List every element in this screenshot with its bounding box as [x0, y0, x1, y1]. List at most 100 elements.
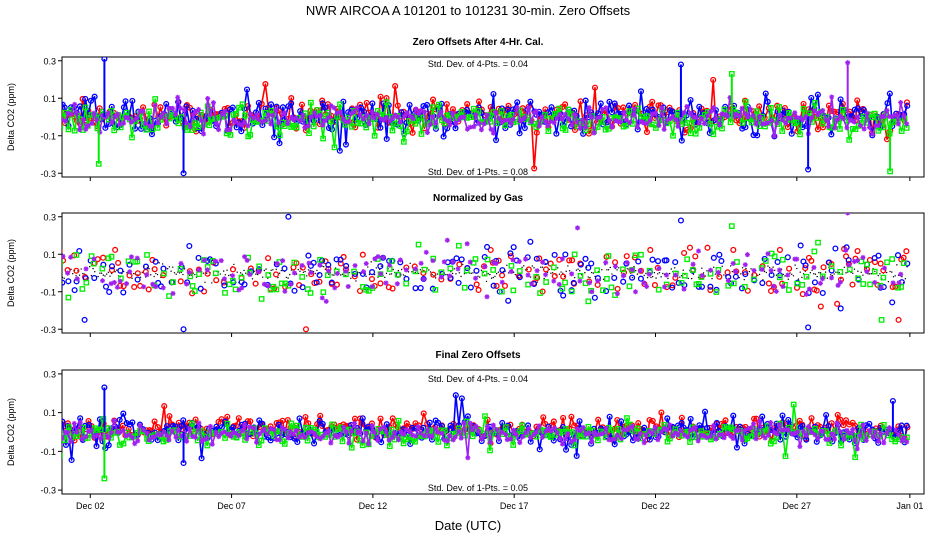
data-point [623, 427, 629, 433]
annotation-std-dev-1pt: Std. Dev. of 1-Pts. = 0.08 [428, 167, 528, 177]
data-point [359, 415, 366, 422]
data-point [551, 273, 558, 280]
data-point [499, 429, 505, 435]
data-point [753, 121, 759, 127]
data-point [421, 109, 427, 115]
reference-point [373, 273, 376, 276]
data-point [789, 431, 795, 437]
data-point [239, 101, 246, 108]
data-point [184, 438, 190, 444]
data-point [517, 428, 523, 435]
data-point [377, 426, 383, 432]
data-point [398, 429, 404, 435]
data-point [331, 105, 337, 111]
data-point [799, 282, 806, 288]
data-point [450, 437, 456, 443]
data-point [562, 251, 569, 258]
data-point [52, 431, 57, 436]
data-point [479, 436, 485, 442]
data-point [274, 261, 280, 267]
reference-point [380, 265, 383, 267]
data-point [128, 119, 134, 125]
data-point [819, 120, 826, 127]
reference-point [370, 261, 372, 263]
data-point [88, 253, 95, 259]
data-point [103, 433, 109, 439]
data-point [559, 116, 565, 122]
data-point [681, 110, 687, 116]
reference-point [341, 273, 344, 275]
reference-point [243, 269, 245, 272]
reference-point [365, 275, 367, 277]
data-point [843, 247, 849, 253]
data-point [591, 84, 599, 91]
reference-point [568, 270, 571, 272]
data-point [536, 123, 542, 129]
data-point [695, 281, 702, 287]
data-point [505, 297, 512, 304]
reference-point [194, 273, 196, 276]
data-point [851, 259, 857, 265]
data-point [870, 131, 876, 137]
reference-point [350, 277, 352, 280]
data-point [623, 122, 629, 129]
data-point [418, 430, 424, 436]
data-point [46, 260, 51, 265]
data-point [449, 431, 456, 437]
data-point [62, 257, 67, 264]
data-point [420, 103, 427, 110]
data-point [121, 120, 127, 126]
data-point [281, 265, 288, 272]
data-point [817, 303, 824, 310]
reference-point [768, 266, 771, 269]
data-point [896, 280, 902, 286]
data-point [600, 106, 606, 112]
data-point [79, 436, 85, 442]
data-point [571, 251, 578, 258]
data-point [62, 118, 68, 124]
data-point [809, 115, 815, 121]
data-point [262, 118, 268, 124]
reference-point [592, 272, 595, 274]
data-point [661, 284, 667, 290]
reference-point [835, 271, 837, 273]
data-point [296, 434, 302, 440]
data-point [89, 120, 95, 126]
data-point [708, 109, 714, 115]
data-point [285, 121, 291, 127]
data-point [91, 256, 97, 262]
data-point [430, 271, 437, 278]
data-point [80, 117, 86, 123]
data-point [322, 104, 329, 111]
data-point [455, 266, 461, 272]
data-point [551, 425, 557, 431]
data-point [271, 134, 278, 141]
data-point [633, 289, 639, 295]
reference-point [631, 276, 634, 279]
data-point [68, 456, 75, 464]
outlier-point [101, 57, 108, 62]
data-point [840, 116, 846, 122]
data-point [98, 436, 104, 442]
data-point [212, 270, 219, 277]
data-point [160, 110, 166, 116]
data-point [120, 440, 127, 447]
data-point [895, 121, 901, 127]
data-point [360, 108, 367, 115]
reference-point [180, 271, 182, 274]
data-point [573, 452, 580, 459]
data-point [51, 117, 56, 122]
data-point [646, 436, 653, 443]
data-point [371, 429, 377, 435]
data-point [348, 428, 354, 434]
data-point [318, 112, 324, 118]
reference-point [885, 271, 888, 274]
data-point [788, 115, 794, 121]
data-point [768, 419, 774, 425]
data-point [258, 296, 265, 302]
data-point [499, 119, 505, 125]
data-point [815, 112, 821, 118]
data-point [369, 269, 376, 276]
data-point [123, 109, 130, 116]
data-point [903, 248, 910, 255]
